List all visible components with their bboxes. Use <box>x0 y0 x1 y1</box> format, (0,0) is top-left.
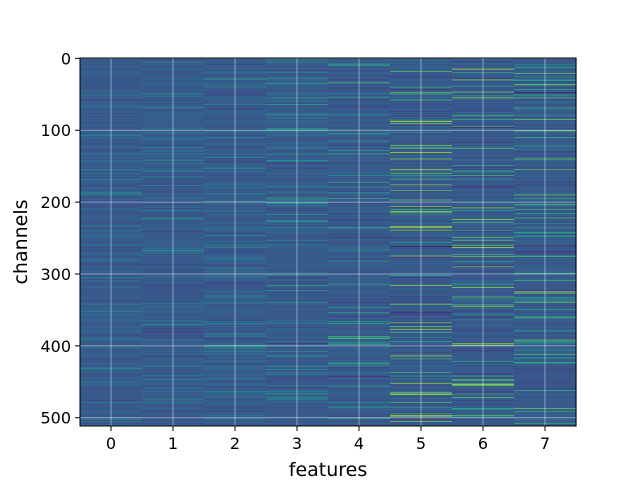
y-axis-ticks: 0 100 200 300 400 500 <box>40 49 80 428</box>
x-tick-label: 0 <box>106 434 116 453</box>
y-tick-label: 500 <box>40 409 71 428</box>
grid-lines <box>80 57 576 426</box>
y-tick-label: 300 <box>40 265 71 284</box>
x-tick-label: 7 <box>540 434 550 453</box>
x-tick-label: 3 <box>292 434 302 453</box>
x-axis-label: features <box>289 459 368 480</box>
x-tick-label: 2 <box>230 434 240 453</box>
y-tick-label: 400 <box>40 337 71 356</box>
x-tick-label: 6 <box>478 434 488 453</box>
plot-frame <box>79 57 577 427</box>
y-tick-label: 0 <box>61 49 71 68</box>
y-axis-label: channels <box>10 199 32 284</box>
heatmap-cells <box>80 58 577 427</box>
x-tick-label: 4 <box>354 434 364 453</box>
x-tick-label: 1 <box>168 434 178 453</box>
y-tick-label: 200 <box>40 193 71 212</box>
y-tick-label: 100 <box>40 121 71 140</box>
x-tick-label: 5 <box>416 434 426 453</box>
x-axis-ticks: 0 1 2 3 4 5 6 7 <box>106 426 550 453</box>
